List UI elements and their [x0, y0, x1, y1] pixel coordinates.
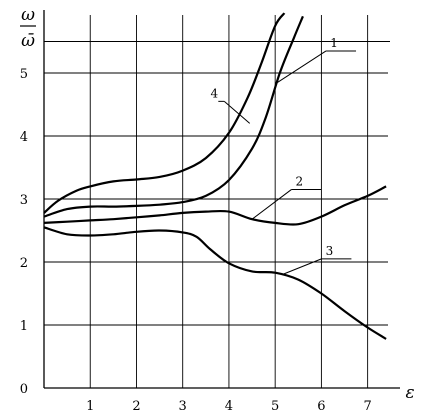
series-layer	[43, 12, 387, 340]
x-tick-label: 3	[179, 399, 187, 414]
x-tick-label: 4	[225, 399, 233, 414]
series-line-3	[43, 226, 387, 340]
x-tick-label: 2	[132, 399, 140, 414]
leader-line-1	[277, 50, 327, 83]
grid	[44, 15, 390, 388]
y-tick-label: 1	[20, 319, 28, 334]
y-tick-label: 4	[20, 130, 28, 145]
axes	[43, 10, 400, 389]
curve-label-4: 4	[210, 86, 218, 100]
x-tick-label: 7	[363, 399, 371, 414]
series-line-1	[43, 15, 304, 218]
series-line-4	[43, 12, 286, 214]
x-tick-label: 1	[86, 399, 94, 414]
x-tick-label: 5	[271, 399, 279, 414]
leader-line-2	[251, 189, 292, 220]
leader-line-4	[223, 100, 251, 124]
y-tick-label: 3	[20, 193, 28, 208]
curve-label-1: 1	[330, 36, 338, 50]
y-axis-label-numerator: ω	[21, 5, 35, 25]
y-tick-label: 2	[20, 256, 28, 271]
curve-labels: 1 2 3 4	[210, 36, 357, 276]
series-line-2	[43, 185, 387, 226]
tick-labels: 1 2 3 4 5 6 7 0 1 2 3 4 5	[20, 67, 372, 414]
y-tick-label: 5	[20, 67, 28, 82]
x-tick-label: 6	[317, 399, 325, 414]
y-axis-label-denominator: ω̄	[21, 31, 35, 51]
x-axis-label: ε	[405, 383, 414, 403]
curve-label-3: 3	[326, 244, 334, 258]
y-tick-label: 0	[20, 382, 28, 397]
curve-label-2: 2	[296, 175, 304, 189]
leader-line-3	[281, 258, 322, 276]
